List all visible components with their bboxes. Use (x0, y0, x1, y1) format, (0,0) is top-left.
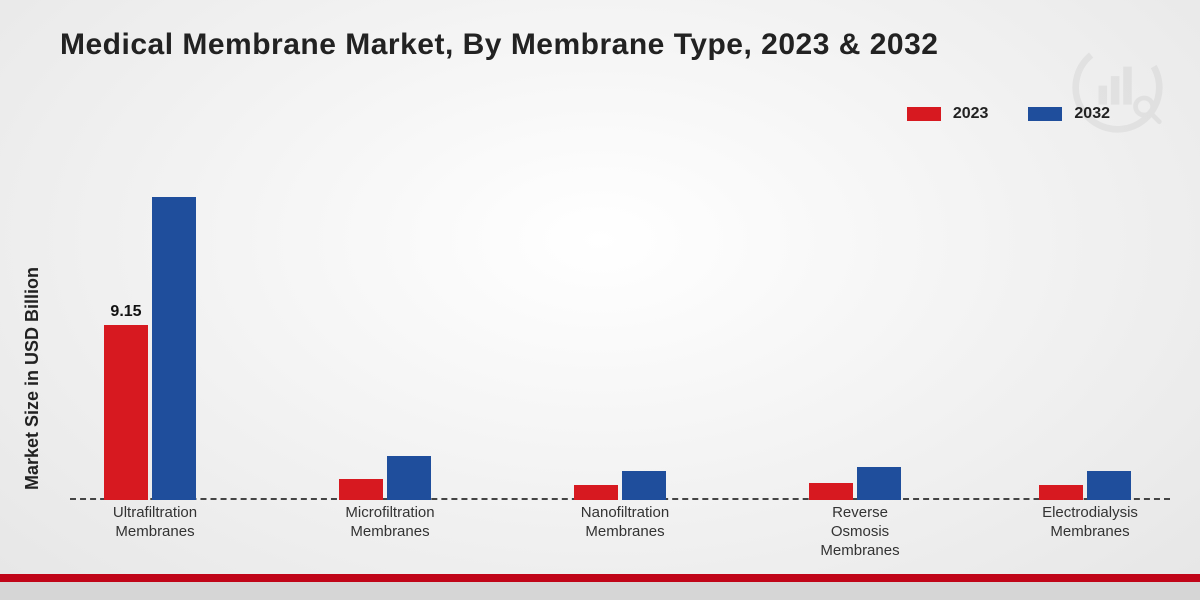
bar-2023 (104, 325, 148, 500)
chart-title: Medical Membrane Market, By Membrane Typ… (60, 28, 938, 62)
footer-strip-red (0, 574, 1200, 582)
bar-2032 (387, 456, 431, 500)
legend-label-2032: 2032 (1074, 105, 1110, 123)
bar-2023 (339, 479, 383, 500)
bar-2032 (622, 471, 666, 500)
legend-item-2023: 2023 (907, 105, 989, 123)
x-tick-label: NanofiltrationMembranes (550, 504, 700, 542)
legend-item-2032: 2032 (1028, 105, 1110, 123)
bar-2032 (152, 197, 196, 500)
footer-strip-grey (0, 582, 1200, 600)
legend: 2023 2032 (907, 105, 1110, 123)
legend-label-2023: 2023 (953, 105, 989, 123)
legend-swatch-2032 (1028, 107, 1062, 121)
x-tick-label: ReverseOsmosisMembranes (785, 504, 935, 560)
y-axis-label: Market Size in USD Billion (22, 267, 43, 490)
legend-swatch-2023 (907, 107, 941, 121)
x-tick-label: MicrofiltrationMembranes (315, 504, 465, 542)
plot-area: 9.15 (70, 155, 1170, 500)
bar-2032 (857, 467, 901, 500)
bar-value-label: 9.15 (96, 303, 156, 321)
x-axis-line (70, 498, 1170, 500)
bar-2023 (809, 483, 853, 500)
x-axis-labels: UltrafiltrationMembranes MicrofiltrationM… (70, 504, 1170, 564)
x-tick-label: UltrafiltrationMembranes (80, 504, 230, 542)
footer-strip (0, 574, 1200, 600)
bar-2032 (1087, 471, 1131, 500)
x-tick-label: ElectrodialysisMembranes (1015, 504, 1165, 542)
bar-2023 (574, 485, 618, 500)
bar-2023 (1039, 485, 1083, 500)
